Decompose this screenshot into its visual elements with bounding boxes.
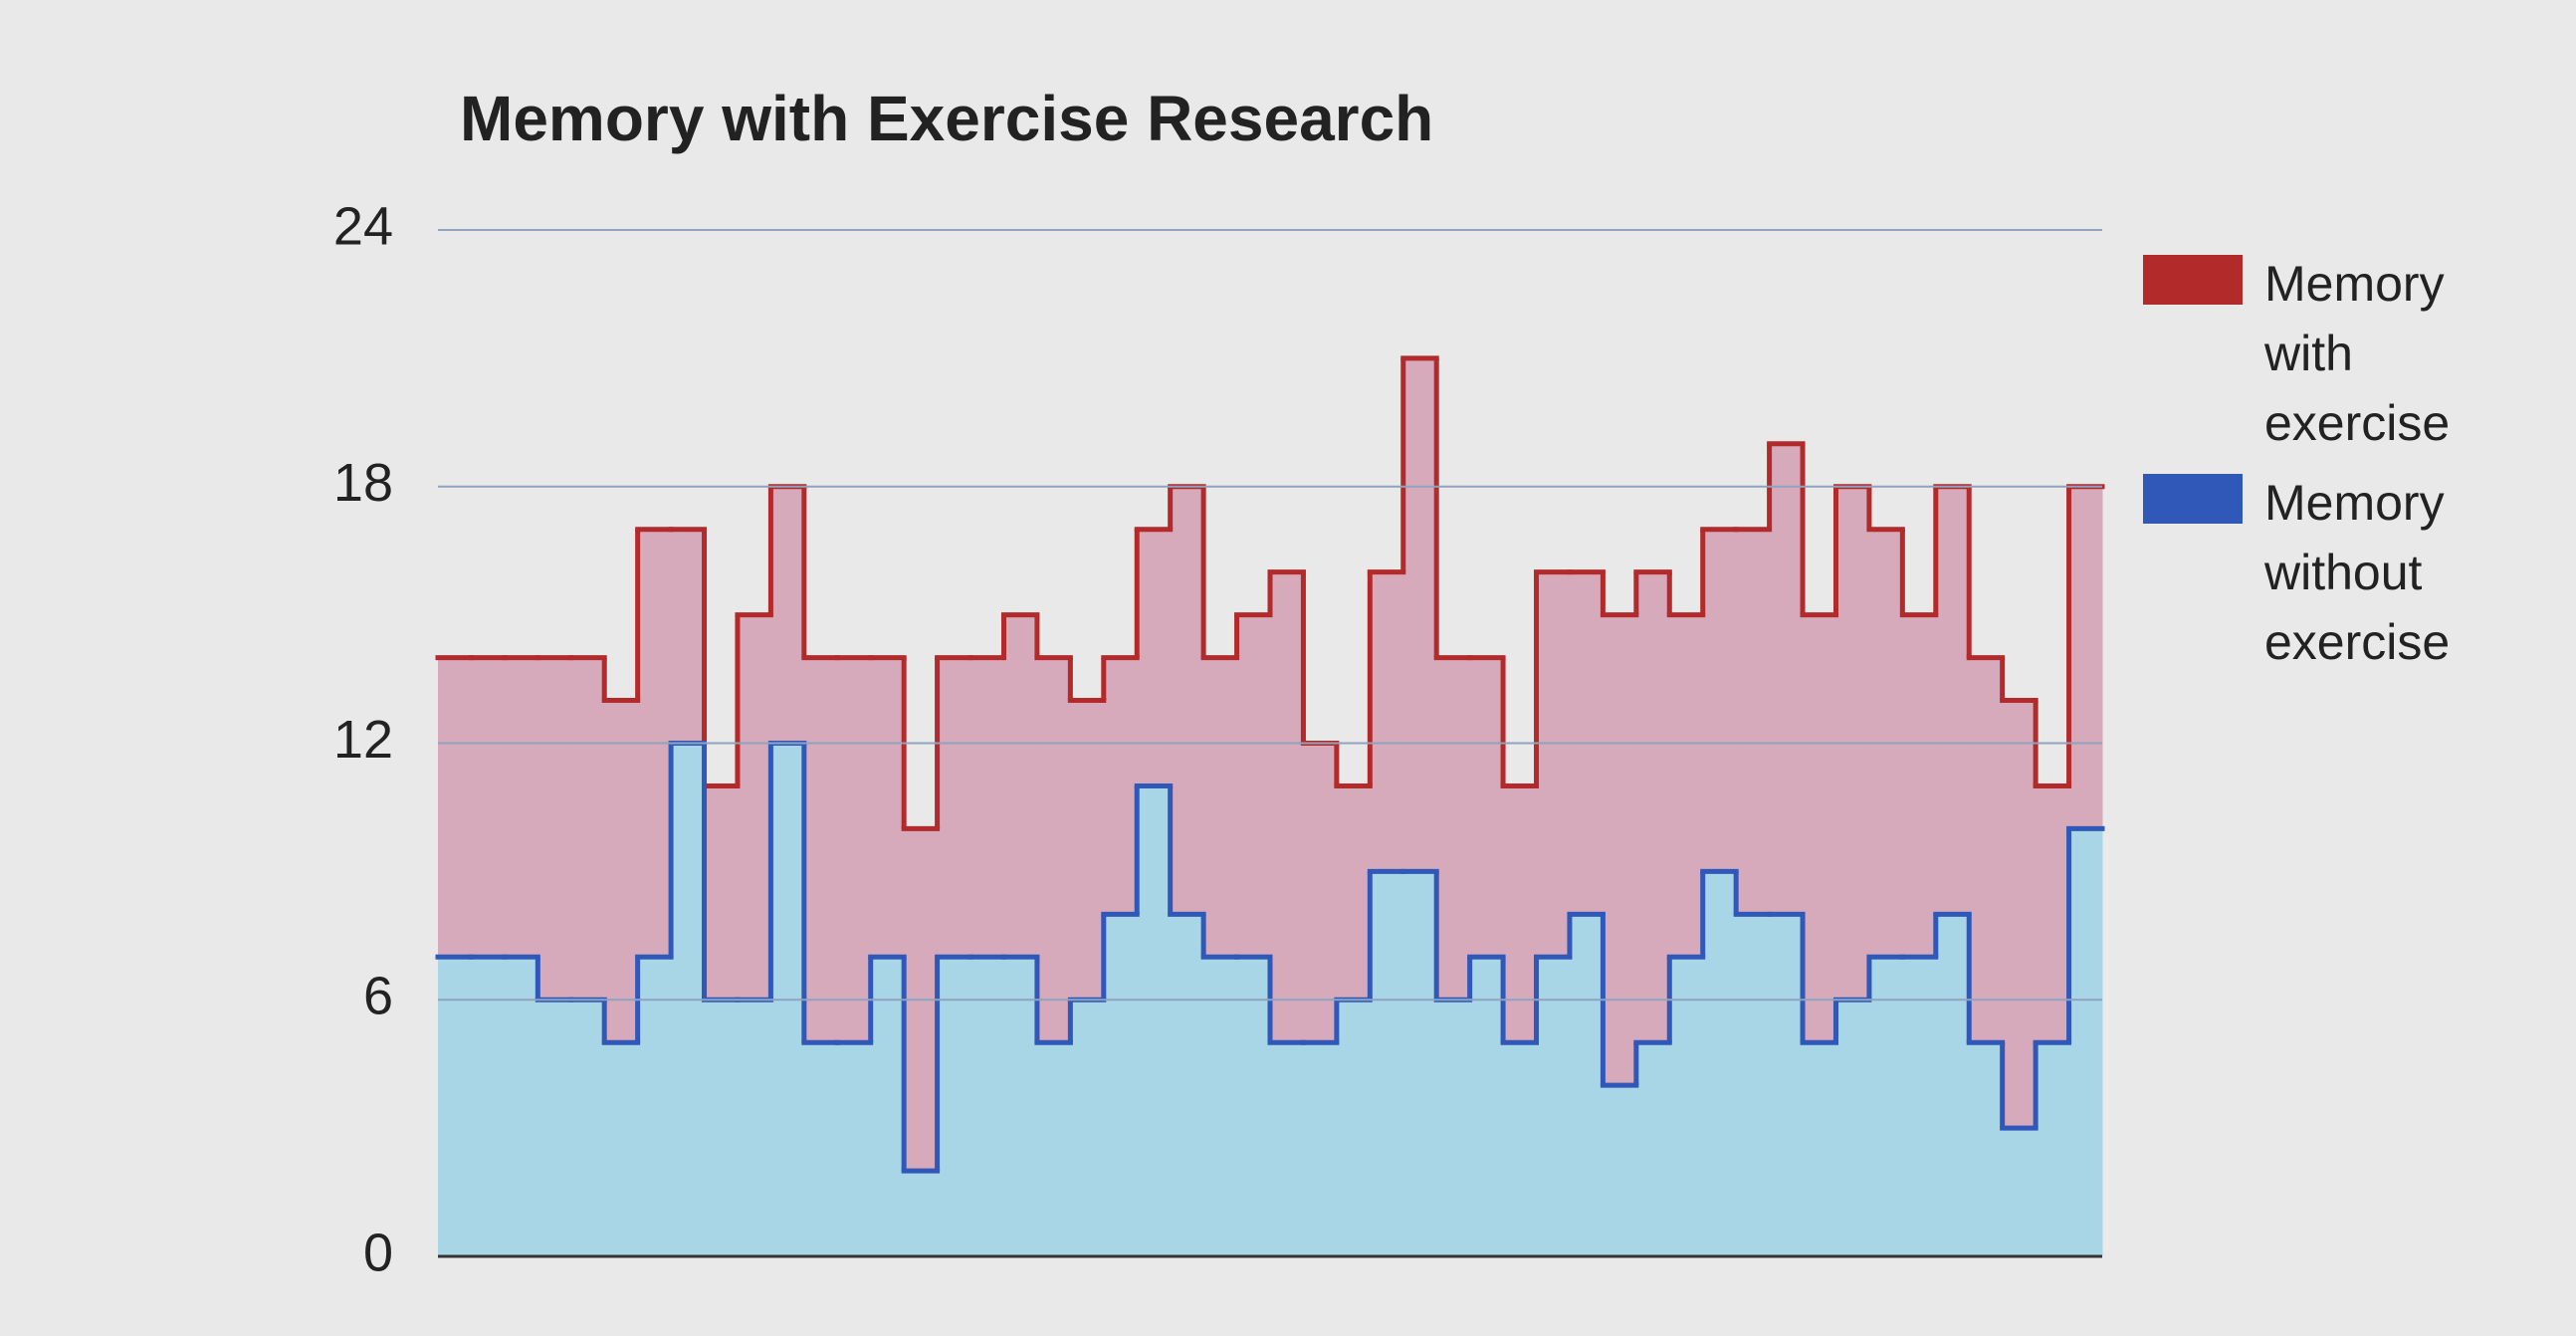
area-step: [1303, 1042, 1338, 1256]
area-step: [438, 957, 472, 1256]
area-step: [1736, 914, 1771, 1256]
area-step: [1669, 957, 1704, 1256]
y-tick-label: 6: [363, 967, 393, 1026]
area-step: [1769, 914, 1804, 1256]
area-step: [1336, 1000, 1371, 1256]
legend-item: Memory without exercise: [2143, 468, 2473, 677]
area-step: [1803, 1042, 1836, 1256]
legend-swatch: [2143, 255, 2243, 305]
area-step: [2068, 828, 2103, 1256]
y-tick-label: 18: [333, 453, 393, 513]
chart-title: Memory with Exercise Research: [460, 83, 1433, 154]
series: [435, 741, 2105, 1256]
area-step: [1902, 957, 1937, 1256]
area-step: [1935, 914, 1970, 1256]
area-step: [837, 1042, 872, 1256]
area-step: [570, 1000, 605, 1256]
y-tick-label: 12: [333, 710, 393, 770]
area-step: [1270, 1042, 1304, 1256]
y-tick-label: 24: [333, 196, 393, 256]
plot-area: [435, 355, 2105, 1257]
area-step: [1103, 914, 1138, 1256]
area-step: [1835, 1000, 1870, 1256]
legend-swatch: [2143, 474, 2243, 524]
area-step: [1635, 1042, 1670, 1256]
area-step: [1003, 957, 1038, 1256]
area-step: [1236, 957, 1271, 1256]
area-step: [1969, 1042, 2004, 1256]
area-step: [1503, 1042, 1538, 1256]
area-step: [1370, 871, 1404, 1256]
area-step: [1203, 957, 1238, 1256]
area-step: [471, 957, 506, 1256]
area-step: [1137, 785, 1172, 1256]
area-step: [2002, 1128, 2037, 1256]
area-step: [1469, 957, 1504, 1256]
area-step: [904, 1171, 939, 1256]
y-tick-label: 0: [363, 1223, 393, 1282]
area-step: [1702, 871, 1737, 1256]
area-step: [870, 957, 905, 1256]
area-step: [537, 1000, 572, 1256]
area-step: [970, 957, 1004, 1256]
area-step: [504, 957, 538, 1256]
area-step: [1036, 1042, 1071, 1256]
legend-item: Memory with exercise: [2143, 249, 2473, 458]
area-step: [803, 1042, 838, 1256]
area-step: [704, 1000, 739, 1256]
legend-label: Memory with exercise: [2264, 256, 2451, 451]
legend-label: Memory without exercise: [2264, 475, 2451, 670]
area-step: [1569, 914, 1604, 1256]
area-step: [737, 1000, 771, 1256]
area-step: [1436, 1000, 1471, 1256]
area-step: [1170, 914, 1204, 1256]
area-step: [2036, 1042, 2070, 1256]
area-step: [1402, 871, 1437, 1256]
area-step: [604, 1042, 639, 1256]
area-step: [1603, 1085, 1637, 1256]
area-step: [1868, 957, 1903, 1256]
area-step: [1536, 957, 1571, 1256]
area-step: [937, 957, 971, 1256]
area-step: [637, 957, 672, 1256]
area-step: [1070, 1000, 1105, 1256]
